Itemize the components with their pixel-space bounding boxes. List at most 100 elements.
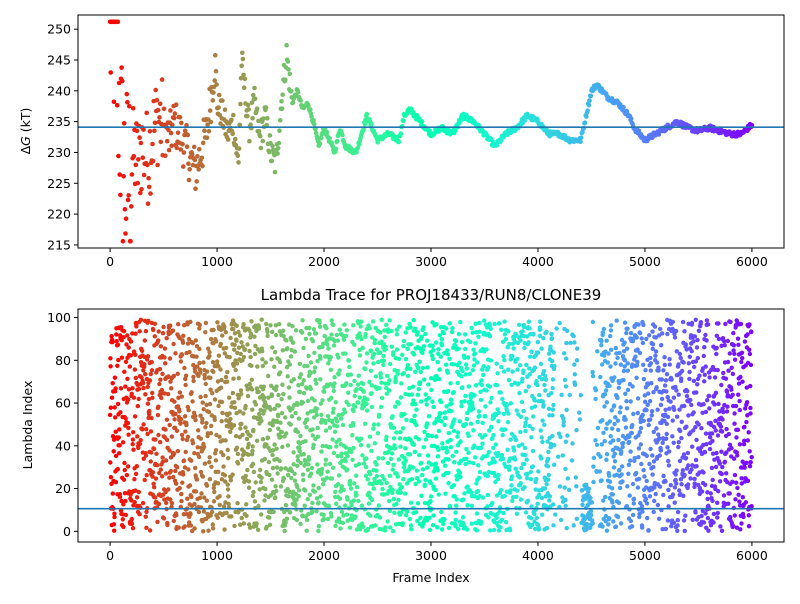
- lambda-point: [741, 514, 746, 520]
- lambda-point: [338, 526, 343, 531]
- lambda-point: [522, 485, 527, 490]
- lambda-point: [170, 328, 176, 333]
- delta-g-point: [324, 130, 330, 135]
- delta-g-point: [164, 138, 170, 144]
- lambda-point: [500, 432, 505, 438]
- lambda-point: [602, 439, 607, 444]
- lambda-point: [542, 382, 547, 388]
- lambda-point: [231, 326, 236, 332]
- lambda-point: [740, 355, 745, 361]
- lambda-point: [653, 491, 658, 497]
- delta-g-point: [173, 102, 179, 107]
- lambda-point: [673, 477, 678, 483]
- lambda-point: [550, 407, 556, 412]
- lambda-point: [172, 417, 177, 422]
- lambda-point: [342, 410, 348, 415]
- lambda-point: [192, 526, 197, 531]
- lambda-point: [356, 498, 361, 504]
- lambda-point: [272, 442, 277, 447]
- lambda-point: [705, 496, 710, 502]
- lambda-point: [285, 374, 290, 379]
- lambda-point: [182, 524, 187, 529]
- lambda-point: [651, 464, 656, 470]
- lambda-point: [442, 350, 447, 356]
- lambda-point: [273, 495, 278, 500]
- lambda-point: [185, 341, 191, 346]
- lambda-point: [208, 431, 214, 436]
- lambda-point: [695, 355, 700, 361]
- lambda-point: [341, 513, 346, 518]
- lambda-point: [319, 466, 325, 472]
- lambda-point: [690, 444, 695, 449]
- lambda-point: [323, 457, 329, 462]
- lambda-point: [487, 384, 493, 389]
- lambda-point: [285, 472, 291, 478]
- lambda-point: [351, 498, 357, 503]
- lambda-point: [550, 413, 555, 418]
- lambda-point: [268, 407, 273, 412]
- lambda-point: [429, 376, 434, 381]
- lambda-point: [338, 416, 344, 421]
- lambda-point: [659, 343, 664, 348]
- lambda-point: [474, 481, 479, 486]
- delta-g-point: [126, 193, 131, 198]
- lambda-point: [239, 515, 244, 521]
- lambda-point: [235, 451, 241, 457]
- lambda-point: [474, 511, 480, 516]
- lambda-point: [207, 460, 212, 465]
- lambda-point: [131, 395, 137, 400]
- lambda-point: [506, 329, 511, 334]
- lambda-point: [604, 400, 609, 405]
- delta-g-point: [267, 133, 273, 138]
- lambda-point: [624, 504, 629, 509]
- lambda-point: [665, 518, 671, 523]
- delta-g-point: [212, 78, 217, 83]
- lambda-point: [261, 395, 267, 400]
- lambda-point: [425, 453, 431, 458]
- delta-g-y-axis-label: ΔG (kT): [18, 108, 33, 155]
- lambda-point: [125, 420, 131, 426]
- lambda-point: [221, 464, 226, 469]
- lambda-point: [631, 501, 636, 506]
- lambda-point: [314, 412, 319, 418]
- lambda-point: [370, 319, 376, 324]
- lambda-point: [526, 319, 532, 324]
- lambda-point: [336, 355, 341, 360]
- lambda-point: [252, 499, 258, 504]
- lambda-point: [359, 436, 364, 441]
- delta-g-point: [270, 143, 275, 149]
- lambda-point: [490, 500, 495, 506]
- lambda-point: [476, 475, 482, 480]
- lambda-point: [248, 331, 254, 337]
- delta-g-point: [152, 120, 158, 126]
- delta-g-point: [283, 77, 288, 83]
- lambda-point: [647, 333, 652, 338]
- lambda-point: [541, 369, 547, 374]
- lambda-point: [238, 351, 243, 357]
- delta-g-point: [145, 201, 151, 206]
- lambda-point: [702, 372, 707, 377]
- lambda-point: [131, 430, 136, 435]
- lambda-point: [524, 334, 530, 339]
- lambda-point: [193, 417, 198, 423]
- lambda-point: [163, 427, 168, 432]
- delta-g-point: [362, 121, 368, 127]
- lambda-point: [454, 497, 459, 502]
- lambda-point: [717, 479, 723, 484]
- lambda-point: [122, 369, 127, 374]
- lambda-point: [331, 406, 336, 411]
- lambda-point: [431, 347, 436, 353]
- lambda-point: [107, 412, 113, 418]
- lambda-point: [686, 413, 691, 418]
- delta-g-point: [628, 116, 634, 121]
- lambda-point: [630, 512, 636, 518]
- lambda-point: [675, 509, 681, 515]
- lambda-point: [433, 476, 439, 481]
- lambda-point: [685, 450, 691, 456]
- lambda-point: [244, 513, 249, 518]
- lambda-point: [550, 358, 555, 364]
- lambda-point: [265, 435, 271, 440]
- lambda-point: [254, 386, 260, 391]
- lambda-point: [235, 350, 240, 355]
- lambda-point: [247, 381, 252, 387]
